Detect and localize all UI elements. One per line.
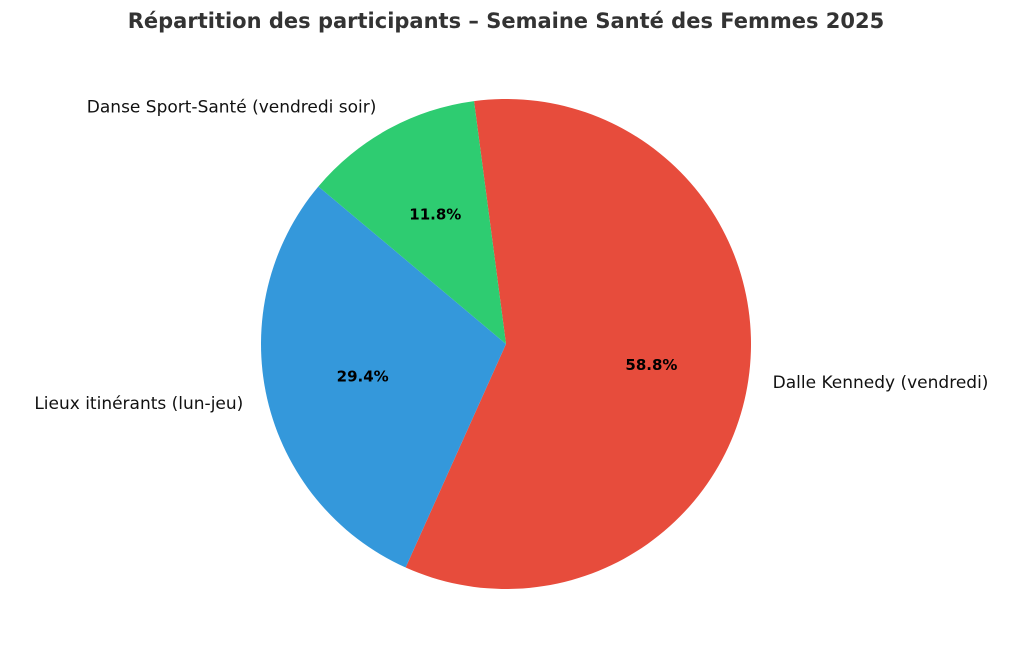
- slice-percent: 29.4%: [337, 367, 389, 385]
- pie-slice: [318, 101, 506, 344]
- pie-slice: [405, 98, 752, 590]
- slice-percent: 11.8%: [409, 206, 461, 224]
- slice-label: Danse Sport-Santé (vendredi soir): [87, 98, 377, 118]
- slice-percent: 58.8%: [625, 356, 677, 374]
- slice-label: Lieux itinérants (lun-jeu): [34, 394, 243, 414]
- slice-label: Dalle Kennedy (vendredi): [773, 373, 989, 393]
- chart-title: Répartition des participants – Semaine S…: [128, 9, 885, 33]
- pie-slice: [261, 186, 506, 568]
